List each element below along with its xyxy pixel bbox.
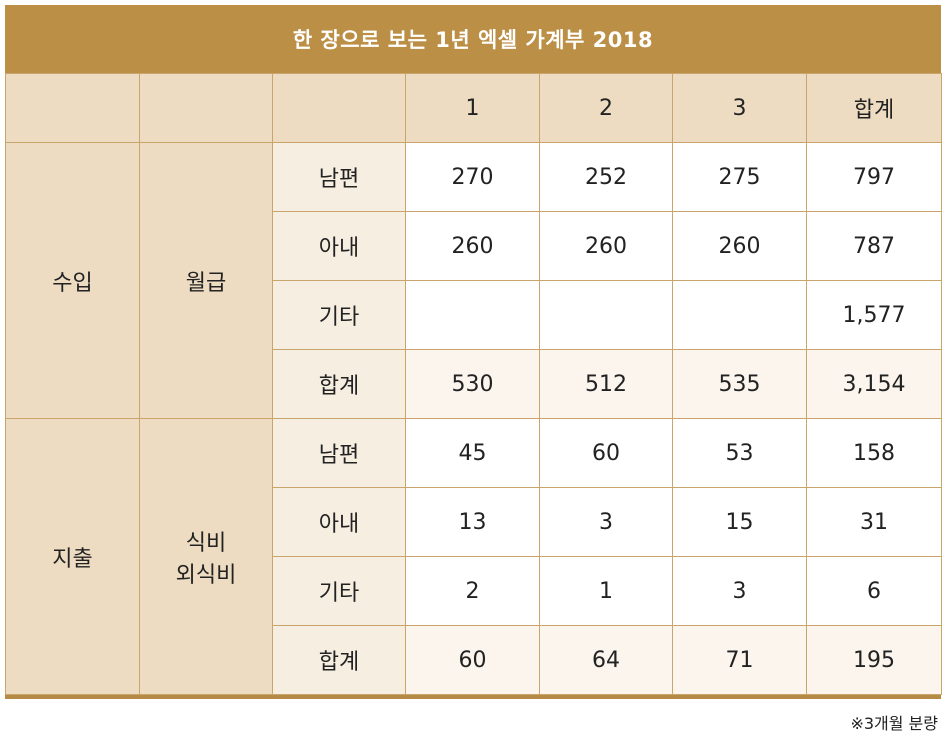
table-row-total: 합계 530 512 535 3,154 [6, 349, 942, 419]
table-cell: 797 [806, 142, 942, 212]
table-cell: 260 [539, 211, 673, 281]
table-row: 아내 13 3 15 31 [6, 487, 942, 557]
row-label: 합계 [272, 349, 406, 419]
table-row: 기타 1,577 [6, 280, 942, 350]
table-cell: 195 [806, 625, 942, 695]
table-cell: 252 [539, 142, 673, 212]
table-cell: 260 [405, 211, 540, 281]
income-subcategory: 월급 [139, 142, 273, 419]
table-cell: 6 [806, 556, 942, 626]
table-cell: 15 [672, 487, 807, 557]
table-cell: 1,577 [806, 280, 942, 350]
table-row-total: 합계 60 64 71 195 [6, 625, 942, 695]
table-cell: 71 [672, 625, 807, 695]
column-header-total: 합계 [806, 73, 942, 143]
table-cell: 3 [539, 487, 673, 557]
table-cell: 260 [672, 211, 807, 281]
table-cell: 13 [405, 487, 540, 557]
table-cell [405, 280, 540, 350]
table-cell: 53 [672, 418, 807, 488]
expense-subcategory-line: 식비 [185, 530, 227, 556]
table-cell: 60 [405, 625, 540, 695]
income-category: 수입 [5, 142, 140, 419]
sheet-title: 한 장으로 보는 1년 엑셀 가계부 2018 [5, 5, 941, 73]
table-cell: 3 [672, 556, 807, 626]
expense-subcategory: 식비 외식비 [139, 418, 273, 695]
table-cell: 2 [405, 556, 540, 626]
table-cell: 3,154 [806, 349, 942, 419]
table-cell: 158 [806, 418, 942, 488]
table-cell: 530 [405, 349, 540, 419]
table-cell: 535 [672, 349, 807, 419]
row-label: 남편 [272, 142, 406, 212]
row-label: 아내 [272, 487, 406, 557]
row-label: 합계 [272, 625, 406, 695]
header-row: 1 2 3 합계 [5, 73, 942, 143]
table-cell: 787 [806, 211, 942, 281]
column-header: 3 [672, 73, 807, 143]
table-row: 수입 월급 남편 270 252 275 797 [5, 142, 942, 419]
footnote: ※3개월 분량 [850, 714, 938, 733]
budget-sheet: 한 장으로 보는 1년 엑셀 가계부 2018 1 2 3 합계 수입 월급 남… [5, 5, 942, 699]
table-cell: 60 [539, 418, 673, 488]
table-cell: 512 [539, 349, 673, 419]
row-label: 아내 [272, 211, 406, 281]
bottom-rule [5, 695, 941, 699]
expense-subcategory-line: 외식비 [175, 562, 237, 588]
header-blank [5, 73, 140, 143]
table-cell: 1 [539, 556, 673, 626]
column-header: 2 [539, 73, 673, 143]
table-cell: 64 [539, 625, 673, 695]
row-label: 기타 [272, 280, 406, 350]
budget-table: 1 2 3 합계 수입 월급 남편 270 252 275 797 아내 260… [5, 73, 942, 695]
expense-category: 지출 [5, 418, 140, 695]
column-header: 1 [405, 73, 540, 143]
row-label: 기타 [272, 556, 406, 626]
header-blank [272, 73, 406, 143]
table-cell: 270 [405, 142, 540, 212]
table-cell: 31 [806, 487, 942, 557]
header-blank [139, 73, 273, 143]
table-cell [539, 280, 673, 350]
table-cell: 45 [405, 418, 540, 488]
table-cell [672, 280, 807, 350]
table-row: 지출 식비 외식비 남편 45 60 53 158 [5, 418, 942, 695]
table-cell: 275 [672, 142, 807, 212]
row-label: 남편 [272, 418, 406, 488]
